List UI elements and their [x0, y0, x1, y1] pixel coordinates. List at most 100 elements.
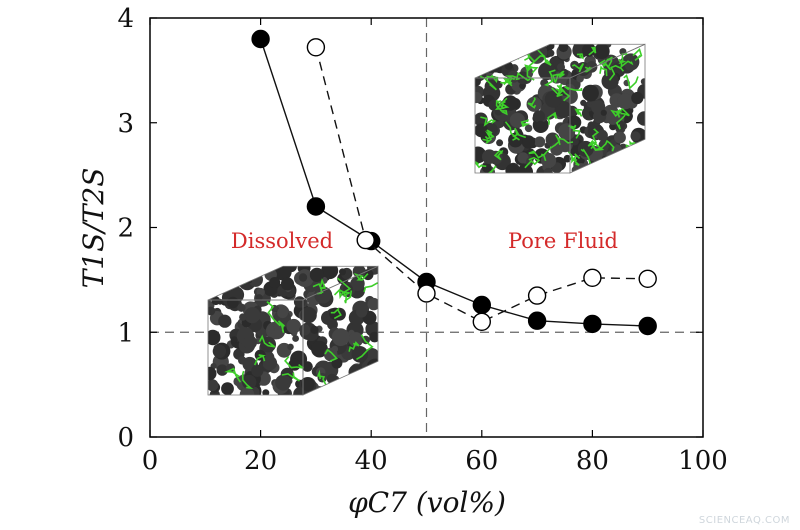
- aggregate-blob: [212, 344, 227, 358]
- aggregate-blob: [596, 129, 608, 141]
- aggregate-blob: [275, 374, 292, 391]
- watermark: SCIENCEAQ.COM: [698, 515, 790, 526]
- aggregate-blob: [600, 109, 607, 116]
- green-chain: [507, 50, 520, 60]
- cube-side-face: [569, 43, 646, 174]
- aggregate-blob: [475, 146, 487, 164]
- aggregate-blob: [481, 65, 488, 72]
- reference-lines: [150, 18, 703, 437]
- aggregate-blob: [244, 307, 261, 324]
- aggregate-blob: [517, 164, 533, 173]
- green-chain: [551, 83, 563, 97]
- aggregate-blob: [208, 379, 219, 392]
- aggregate-blob: [208, 329, 221, 346]
- data-point-open: [306, 38, 326, 57]
- aggregate-blob: [582, 166, 593, 173]
- y-tick-label: 4: [117, 4, 134, 34]
- aggregate-blob: [208, 277, 215, 284]
- aggregate-blob: [582, 84, 599, 102]
- green-chain: [557, 70, 565, 78]
- aggregate-blob: [546, 44, 555, 50]
- aggregate-blob: [521, 135, 536, 149]
- aggregate-blob: [301, 377, 315, 392]
- aggregate-blob: [519, 82, 526, 90]
- green-chain: [599, 65, 608, 77]
- aggregate-blob: [355, 381, 363, 389]
- aggregate-blob: [311, 340, 328, 358]
- data-point-filled: [251, 29, 270, 49]
- aggregate-blob: [211, 296, 221, 306]
- aggregate-blob: [208, 279, 224, 295]
- green-chain: [363, 282, 378, 293]
- aggregate-blob: [543, 167, 553, 173]
- aggregate-blob: [475, 91, 482, 104]
- aggregate-blob: [630, 131, 641, 142]
- aggregate-blob: [208, 306, 216, 316]
- aggregate-blob: [362, 385, 370, 393]
- green-chain: [632, 170, 644, 173]
- y-tick-label: 3: [117, 109, 134, 139]
- aggregate-blob: [218, 314, 232, 328]
- green-chain: [480, 116, 497, 127]
- green-chain: [632, 164, 645, 173]
- green-chain: [348, 341, 360, 352]
- aggregate-blob: [366, 358, 378, 376]
- aggregate-blob: [367, 387, 376, 395]
- aggregate-blob: [216, 364, 228, 376]
- inset-pore-fluid-cube: [474, 43, 646, 174]
- aggregate-blob: [227, 296, 239, 309]
- aggregate-blob: [333, 379, 348, 394]
- aggregate-blob: [221, 382, 234, 395]
- green-chain: [576, 53, 584, 60]
- aggregate-blob: [310, 325, 319, 334]
- aggregate-blob: [359, 368, 367, 377]
- y-tick-label: 0: [117, 423, 134, 453]
- aggregate-blob: [639, 150, 645, 158]
- data-point-filled: [472, 295, 491, 315]
- green-chain: [258, 334, 276, 348]
- green-chain: [524, 64, 535, 81]
- aggregate-blob: [262, 389, 270, 395]
- green-chain: [324, 348, 338, 362]
- aggregate-blob: [348, 332, 364, 347]
- green-chain: [501, 100, 510, 110]
- aggregate-blob: [582, 44, 596, 57]
- green-chain: [623, 74, 639, 90]
- aggregate-blob: [526, 96, 542, 112]
- series-line: [259, 38, 648, 327]
- green-chain: [587, 139, 601, 151]
- aggregate-blob: [614, 131, 626, 144]
- aggregate-blob: [208, 279, 216, 289]
- aggregate-blob: [250, 267, 261, 279]
- aggregate-blob: [631, 91, 644, 105]
- aggregate-blob: [286, 318, 302, 334]
- aggregate-blob: [576, 74, 584, 83]
- aggregate-blob: [534, 136, 546, 148]
- green-chain: [616, 107, 630, 118]
- aggregate-blob: [534, 49, 546, 61]
- aggregate-blob: [226, 363, 236, 373]
- green-chain: [556, 137, 574, 146]
- aggregate-blob: [475, 112, 488, 127]
- green-chain: [569, 126, 581, 139]
- cube-side-face: [302, 265, 379, 396]
- aggregate-blob: [639, 142, 645, 151]
- aggregate-blob: [532, 110, 546, 123]
- green-chain: [504, 121, 519, 141]
- aggregate-blob: [602, 161, 620, 173]
- x-tick-label: 80: [576, 446, 609, 476]
- aggregate-blob: [344, 375, 362, 393]
- aggregate-blob: [358, 368, 370, 380]
- green-chain: [552, 73, 561, 84]
- green-chain: [281, 372, 300, 382]
- aggregate-blob: [637, 111, 645, 126]
- aggregate-blob: [499, 44, 509, 52]
- aggregate-blob: [634, 145, 645, 161]
- aggregate-blob: [602, 159, 611, 168]
- aggregate-blob: [563, 154, 572, 163]
- green-chain: [568, 124, 577, 129]
- green-chain: [542, 134, 561, 162]
- aggregate-blob: [214, 267, 231, 284]
- data-point-open: [583, 268, 602, 287]
- aggregate-blob: [524, 124, 533, 133]
